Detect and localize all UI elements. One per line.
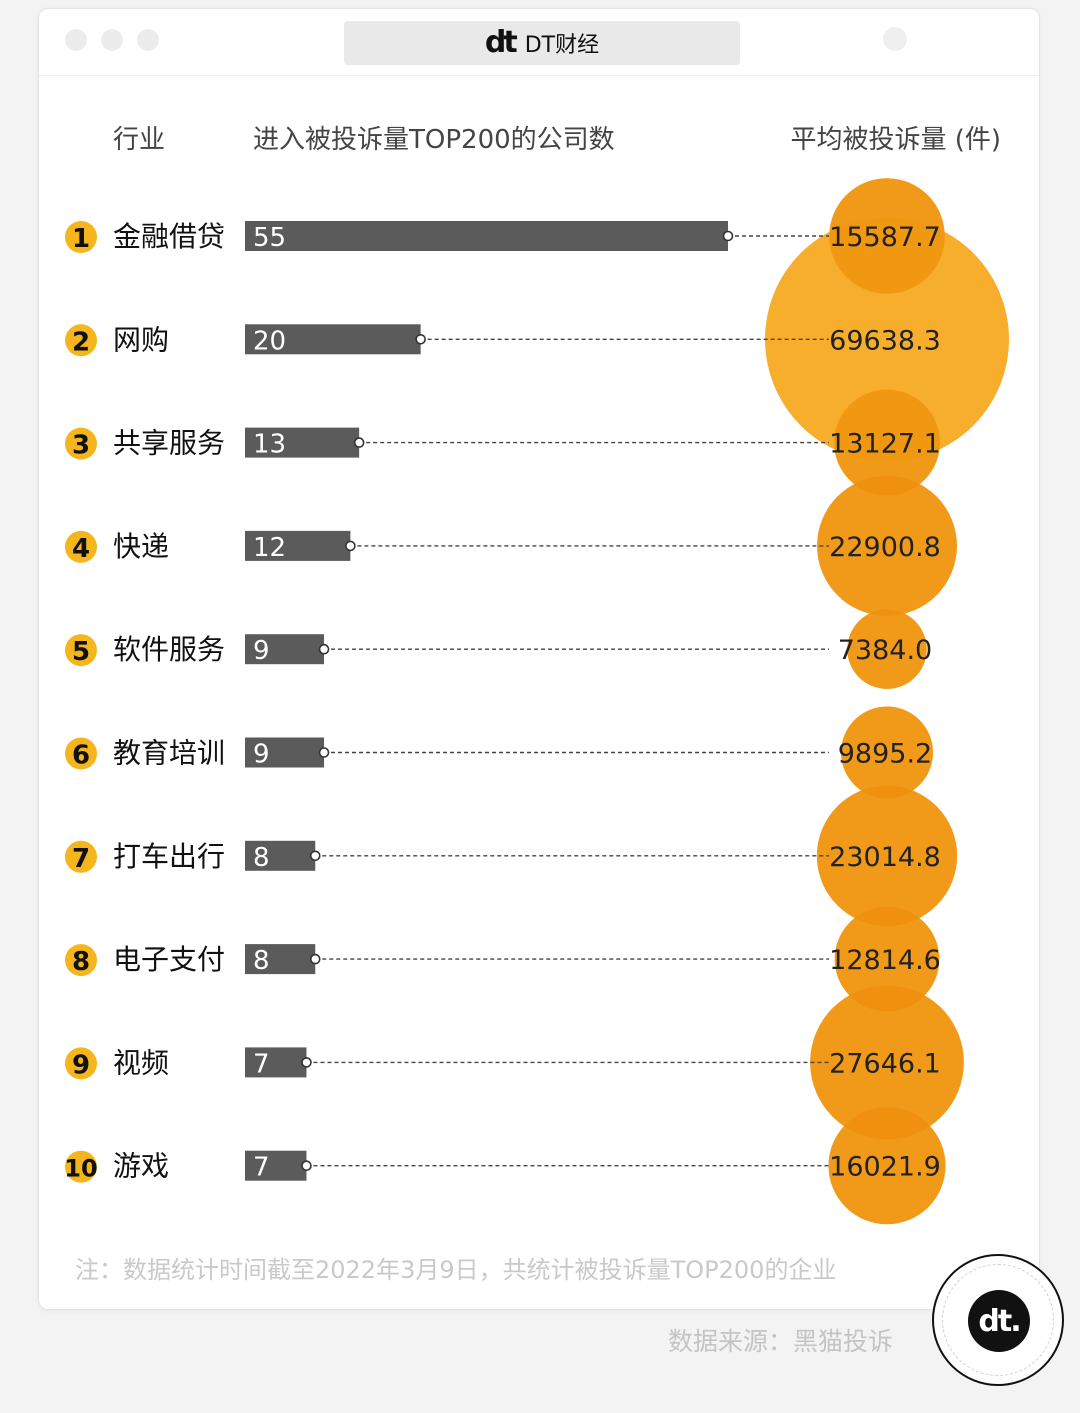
company-count-bar [245, 634, 325, 665]
avg-bubble-overlap [817, 475, 957, 616]
dt-badge-logo: dt. [932, 1254, 1064, 1386]
company-count-bar [245, 944, 316, 975]
company-count-label: 12 [253, 533, 286, 563]
rank-number: 2 [72, 327, 90, 357]
bar-end-marker [345, 540, 356, 552]
rank-badge [65, 324, 97, 357]
company-count-bar [245, 221, 728, 251]
rank-number: 10 [64, 1155, 97, 1183]
chart-note: 注：数据统计时间截至2022年3月9日，共统计被投诉量TOP200的企业 [75, 1256, 837, 1284]
industry-label: 软件服务 [113, 633, 225, 666]
company-count-bar [245, 324, 421, 355]
industry-label: 快递 [113, 530, 169, 563]
rank-number: 8 [72, 947, 90, 977]
company-count-label: 9 [253, 740, 270, 770]
dt-badge-icon: dt. [968, 1290, 1030, 1352]
bar-end-marker [353, 437, 365, 448]
company-count-bar [245, 427, 360, 458]
rank-badge [65, 1047, 97, 1080]
window-titlebar: dt DT财经 [39, 9, 1039, 76]
rank-badge [65, 427, 97, 460]
rank-badge [65, 737, 97, 770]
rank-badge [65, 221, 97, 253]
industry-label: 网购 [113, 323, 169, 356]
industry-label: 教育培训 [113, 737, 225, 770]
window-control-icon[interactable] [883, 27, 907, 51]
industry-label: 游戏 [113, 1150, 169, 1183]
industry-complaint-chart: 行业 进入被投诉量TOP200的公司数 平均被投诉量 (件) 1 金融借贷 55 15587… [64, 125, 1009, 1225]
rank-number: 9 [72, 1050, 90, 1080]
company-count-label: 8 [253, 946, 270, 976]
badge-ring [942, 1264, 1054, 1376]
company-count-label: 8 [253, 843, 270, 873]
bar-end-marker [309, 953, 321, 965]
industry-label: 打车出行 [113, 840, 225, 873]
bar-end-marker [309, 850, 321, 862]
company-count-label: 20 [253, 326, 286, 356]
avg-complaint-label: 9895.2 [838, 739, 932, 770]
rank-badge [65, 840, 97, 873]
rank-number: 3 [72, 431, 90, 461]
bar-end-marker [722, 230, 734, 242]
header-avg: 平均被投诉量 (件) [790, 125, 1001, 155]
bar-end-marker [301, 1160, 312, 1171]
industry-label: 视频 [113, 1046, 169, 1079]
window-title: DT财经 [524, 33, 600, 58]
rank-number: 7 [72, 844, 90, 874]
rank-number: 5 [72, 637, 90, 667]
avg-bubble-overlap [828, 1107, 946, 1225]
rank-badge [65, 530, 97, 563]
avg-bubble-overlap [829, 178, 945, 294]
avg-bubble [765, 217, 1009, 462]
industry-label: 电子支付 [113, 943, 225, 976]
rank-badge [65, 634, 97, 667]
company-count-bar [245, 1150, 307, 1181]
header-companies: 进入被投诉量TOP200的公司数 [253, 125, 615, 155]
rank-number: 6 [72, 741, 90, 771]
industry-label: 金融借贷 [113, 220, 225, 253]
company-count-label: 55 [253, 223, 286, 253]
bar-end-marker [318, 643, 330, 655]
avg-complaint-label: 13127.1 [829, 429, 941, 460]
company-count-label: 9 [253, 636, 270, 666]
company-count-bar [245, 840, 316, 871]
avg-complaint-label: 22900.8 [829, 532, 941, 563]
dt-logo-icon: dt [484, 25, 518, 60]
rank-badge [65, 944, 97, 977]
window-maximize-dot[interactable] [137, 29, 159, 51]
bar-end-marker [301, 1057, 312, 1068]
avg-complaint-label: 15587.7 [829, 222, 941, 253]
avg-complaint-label: 7384.0 [838, 635, 932, 666]
avg-bubble-overlap [816, 785, 958, 926]
company-count-bar [245, 737, 325, 768]
bar-end-marker [415, 333, 426, 345]
window-minimize-dot[interactable] [101, 29, 123, 51]
avg-complaint-label: 69638.3 [829, 325, 941, 356]
company-count-label: 7 [253, 1049, 270, 1079]
rank-badge [65, 1150, 97, 1183]
data-source: 数据来源：黑猫投诉 [668, 1327, 894, 1356]
window-close-dot[interactable] [65, 29, 87, 51]
company-count-label: 13 [253, 430, 286, 460]
industry-label: 共享服务 [113, 427, 225, 460]
company-count-label: 7 [253, 1153, 270, 1183]
rank-number: 4 [72, 534, 90, 564]
header-industry: 行业 [113, 125, 165, 155]
company-count-bar [245, 1047, 307, 1078]
rank-number: 1 [72, 224, 90, 254]
avg-bubble-overlap [810, 985, 964, 1140]
company-count-bar [245, 530, 351, 561]
avg-complaint-label: 16021.9 [829, 1152, 941, 1183]
avg-complaint-label: 27646.1 [829, 1048, 941, 1079]
avg-bubble-overlap [834, 389, 940, 496]
window-title-bar-pill: dt DT财经 [344, 21, 740, 65]
avg-bubble-overlap [841, 706, 933, 799]
avg-complaint-label: 23014.8 [829, 842, 941, 873]
avg-complaint-label: 12814.6 [829, 945, 941, 976]
avg-bubble-overlap [847, 609, 927, 689]
bar-end-marker [318, 747, 330, 758]
avg-bubble-overlap [834, 906, 940, 1012]
